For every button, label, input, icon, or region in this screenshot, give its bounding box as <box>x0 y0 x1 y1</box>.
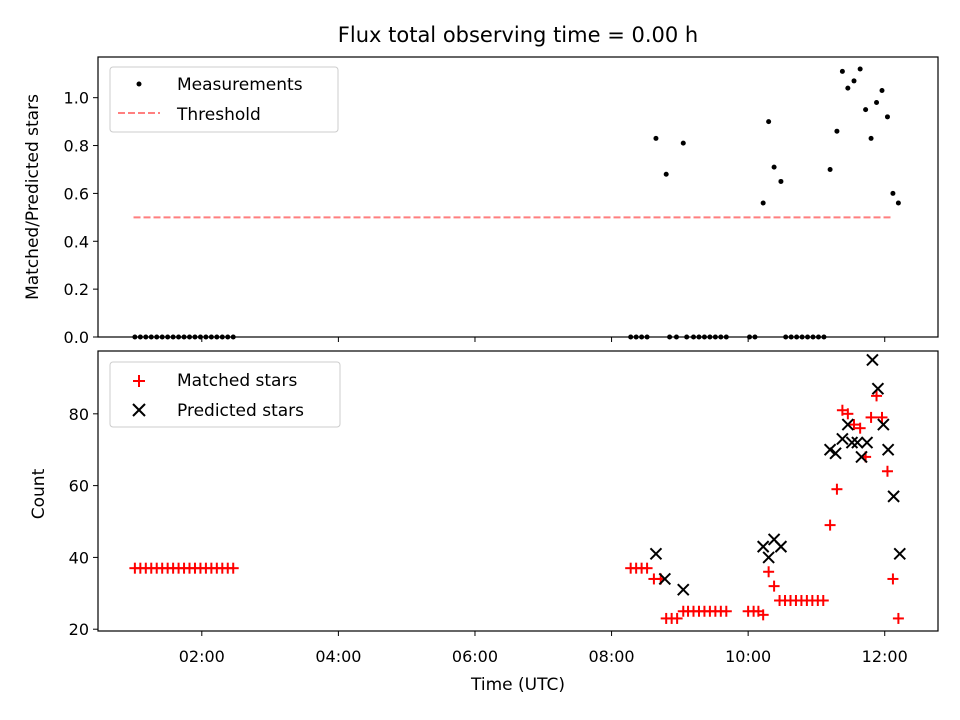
predicted-star-point <box>829 447 842 460</box>
legend-measurements-label: Measurements <box>177 75 303 95</box>
predicted-star-point <box>823 443 837 456</box>
bottom-y-tick-label: 40 <box>69 548 89 567</box>
bottom-legend: Matched stars Predicted stars <box>109 361 341 428</box>
predicted-star-point <box>756 540 770 553</box>
matched-star-point <box>892 612 904 624</box>
bottom-y-tick-label: 60 <box>69 477 89 496</box>
measurement-point <box>879 88 885 94</box>
predicted-star-point <box>762 551 775 564</box>
x-tick-label: 10:00 <box>725 647 771 666</box>
predicted-star-point <box>887 490 900 503</box>
matched-star-point <box>817 594 829 606</box>
bottom-panel: 20 40 60 80 02:00 04:00 06:00 08:00 10:00 12:00 C… <box>29 350 939 695</box>
matched-star-point <box>831 483 843 495</box>
predicted-star-point <box>677 583 690 596</box>
x-tick-label: 08:00 <box>589 647 635 666</box>
predicted-star-point <box>649 547 663 561</box>
bottom-y-tick-label: 80 <box>69 405 89 424</box>
predicted-star-point <box>841 418 855 431</box>
measurement-point <box>778 178 784 184</box>
matched-star-point <box>768 580 780 592</box>
predicted-star-point <box>866 353 879 367</box>
top-axes-frame <box>97 56 939 338</box>
x-tick-label: 12:00 <box>862 647 908 666</box>
predicted-star-point <box>893 547 906 561</box>
legend-matched-marker <box>133 375 145 387</box>
measurement-point <box>771 164 777 170</box>
matched-star-point <box>671 612 683 624</box>
measurement-point <box>851 78 857 84</box>
top-legend-box <box>109 66 339 133</box>
top-y-axis-label: Matched/Predicted stars <box>23 94 43 300</box>
predicted-star-point <box>877 418 890 431</box>
bottom-legend-box <box>109 361 341 428</box>
predicted-star-point <box>774 540 788 553</box>
predicted-star-point <box>851 436 864 449</box>
measurement-point <box>680 140 686 146</box>
matched-star-point <box>641 562 653 574</box>
predicted-star-point <box>845 436 859 449</box>
matched-star-point <box>854 422 866 434</box>
legend-predicted-label: Predicted stars <box>177 401 304 421</box>
top-y-tick-label: 0.0 <box>64 328 89 347</box>
measurement-point <box>890 190 896 196</box>
matched-star-point <box>763 566 775 578</box>
top-y-tick-label: 0.8 <box>64 137 89 156</box>
bottom-y-axis-label: Count <box>29 468 49 519</box>
matched-star-point <box>227 562 239 574</box>
x-tick-label: 04:00 <box>315 647 361 666</box>
predicted-star-point <box>881 443 895 456</box>
bottom-axes-frame <box>97 350 939 632</box>
x-tick-label: 06:00 <box>452 647 498 666</box>
measurement-point <box>663 171 669 177</box>
legend-predicted-marker <box>132 403 146 417</box>
top-y-tick-label: 0.6 <box>64 184 89 203</box>
matched-star-point <box>842 408 854 420</box>
matched-star-point <box>757 609 769 621</box>
matched-star-point <box>887 573 899 585</box>
x-axis-label: Time (UTC) <box>470 675 565 695</box>
predicted-star-point <box>871 382 885 395</box>
legend-measurements-marker <box>136 81 142 87</box>
matched-star-point <box>881 465 893 477</box>
measurement-point <box>845 85 851 91</box>
legend-matched-label: Matched stars <box>177 371 297 391</box>
matched-star-point <box>848 419 860 431</box>
measurement-point <box>653 135 659 141</box>
bottom-y-tick-label: 20 <box>69 620 89 639</box>
measurement-point <box>839 68 845 74</box>
matched-star-point <box>871 390 883 402</box>
top-y-tick-label: 0.2 <box>64 280 89 299</box>
measurement-point <box>868 135 874 141</box>
predicted-star-point <box>855 450 868 464</box>
measurement-point <box>863 107 869 113</box>
top-legend: Measurements Threshold <box>109 66 339 133</box>
measurement-point <box>834 128 840 134</box>
x-tick-label: 02:00 <box>179 647 225 666</box>
measurement-point <box>874 99 880 105</box>
measurement-point <box>827 166 833 172</box>
measurement-point <box>857 66 863 72</box>
measurement-point <box>895 200 901 206</box>
predicted-star-point <box>860 436 874 449</box>
top-y-tick-label: 0.4 <box>64 232 89 251</box>
measurement-point <box>884 114 890 120</box>
legend-threshold-label: Threshold <box>176 105 261 125</box>
measurement-point <box>760 200 766 206</box>
chart-title: Flux total observing time = 0.00 h <box>338 23 698 47</box>
top-panel: 0.0 0.2 0.4 0.6 0.8 1.0 Matched/Predicted sta… <box>23 56 939 347</box>
matched-star-point <box>824 519 836 531</box>
measurement-point <box>766 119 772 125</box>
top-y-tick-label: 1.0 <box>64 89 89 108</box>
matched-star-point <box>865 411 877 423</box>
matched-star-point <box>720 605 732 617</box>
predicted-star-point <box>836 432 849 446</box>
predicted-star-point <box>658 572 672 586</box>
matched-star-point <box>876 411 888 423</box>
